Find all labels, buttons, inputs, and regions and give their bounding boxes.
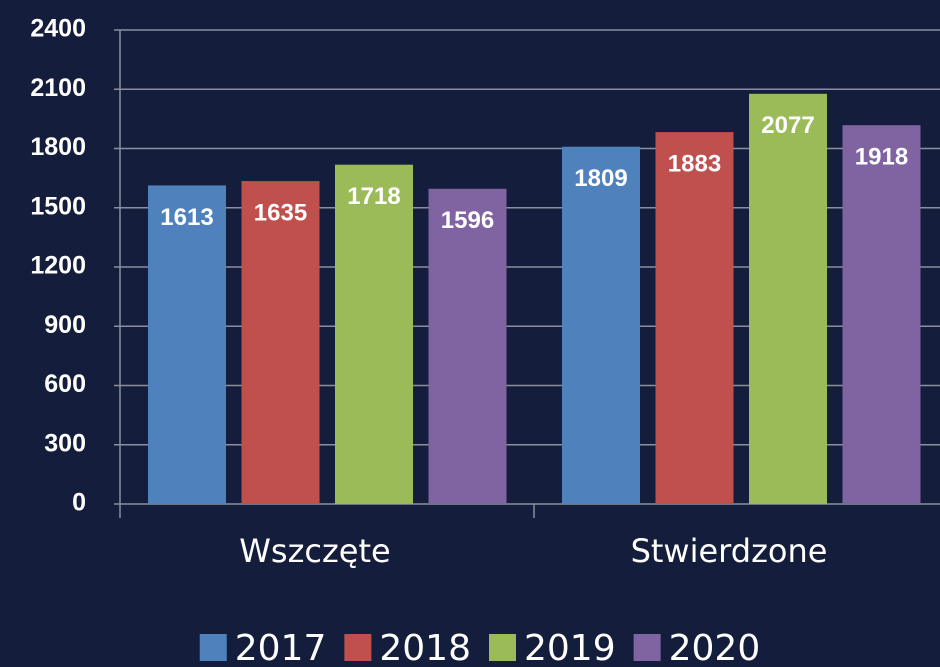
bar [335, 164, 413, 504]
data-label: 1613 [160, 204, 213, 231]
y-tick-label: 2100 [30, 74, 86, 102]
legend-label: 2017 [235, 628, 327, 667]
data-label: 1635 [254, 199, 307, 226]
data-label: 1918 [855, 144, 908, 171]
data-label: 1809 [574, 165, 627, 192]
legend-swatch [633, 634, 661, 661]
bar [655, 132, 734, 505]
y-tick-label: 1800 [30, 133, 86, 161]
bar [842, 125, 921, 504]
bar [241, 181, 320, 504]
y-tick-label: 1200 [30, 252, 86, 280]
legend-swatch [199, 634, 227, 661]
x-tick-label: Stwierdzone [631, 532, 828, 570]
legend-label: 2018 [379, 628, 471, 667]
y-tick-label: 2400 [30, 15, 86, 43]
data-label: 2077 [761, 112, 814, 139]
bar [562, 146, 640, 504]
data-label: 1718 [347, 183, 400, 210]
x-tick-label: Wszczęte [239, 532, 390, 570]
legend-swatch [344, 634, 372, 661]
legend-swatch [489, 634, 516, 661]
bar [749, 93, 827, 504]
y-tick-label: 1500 [30, 192, 86, 220]
legend-label: 2020 [669, 628, 761, 667]
y-tick-label: 600 [44, 370, 86, 398]
y-tick-label: 0 [72, 489, 86, 517]
data-label: 1596 [441, 207, 494, 234]
bar [428, 188, 507, 505]
y-tick-label: 900 [44, 311, 86, 339]
bar [148, 185, 226, 504]
data-label: 1883 [668, 150, 721, 177]
legend-label: 2019 [524, 628, 616, 667]
y-tick-label: 300 [44, 429, 86, 457]
